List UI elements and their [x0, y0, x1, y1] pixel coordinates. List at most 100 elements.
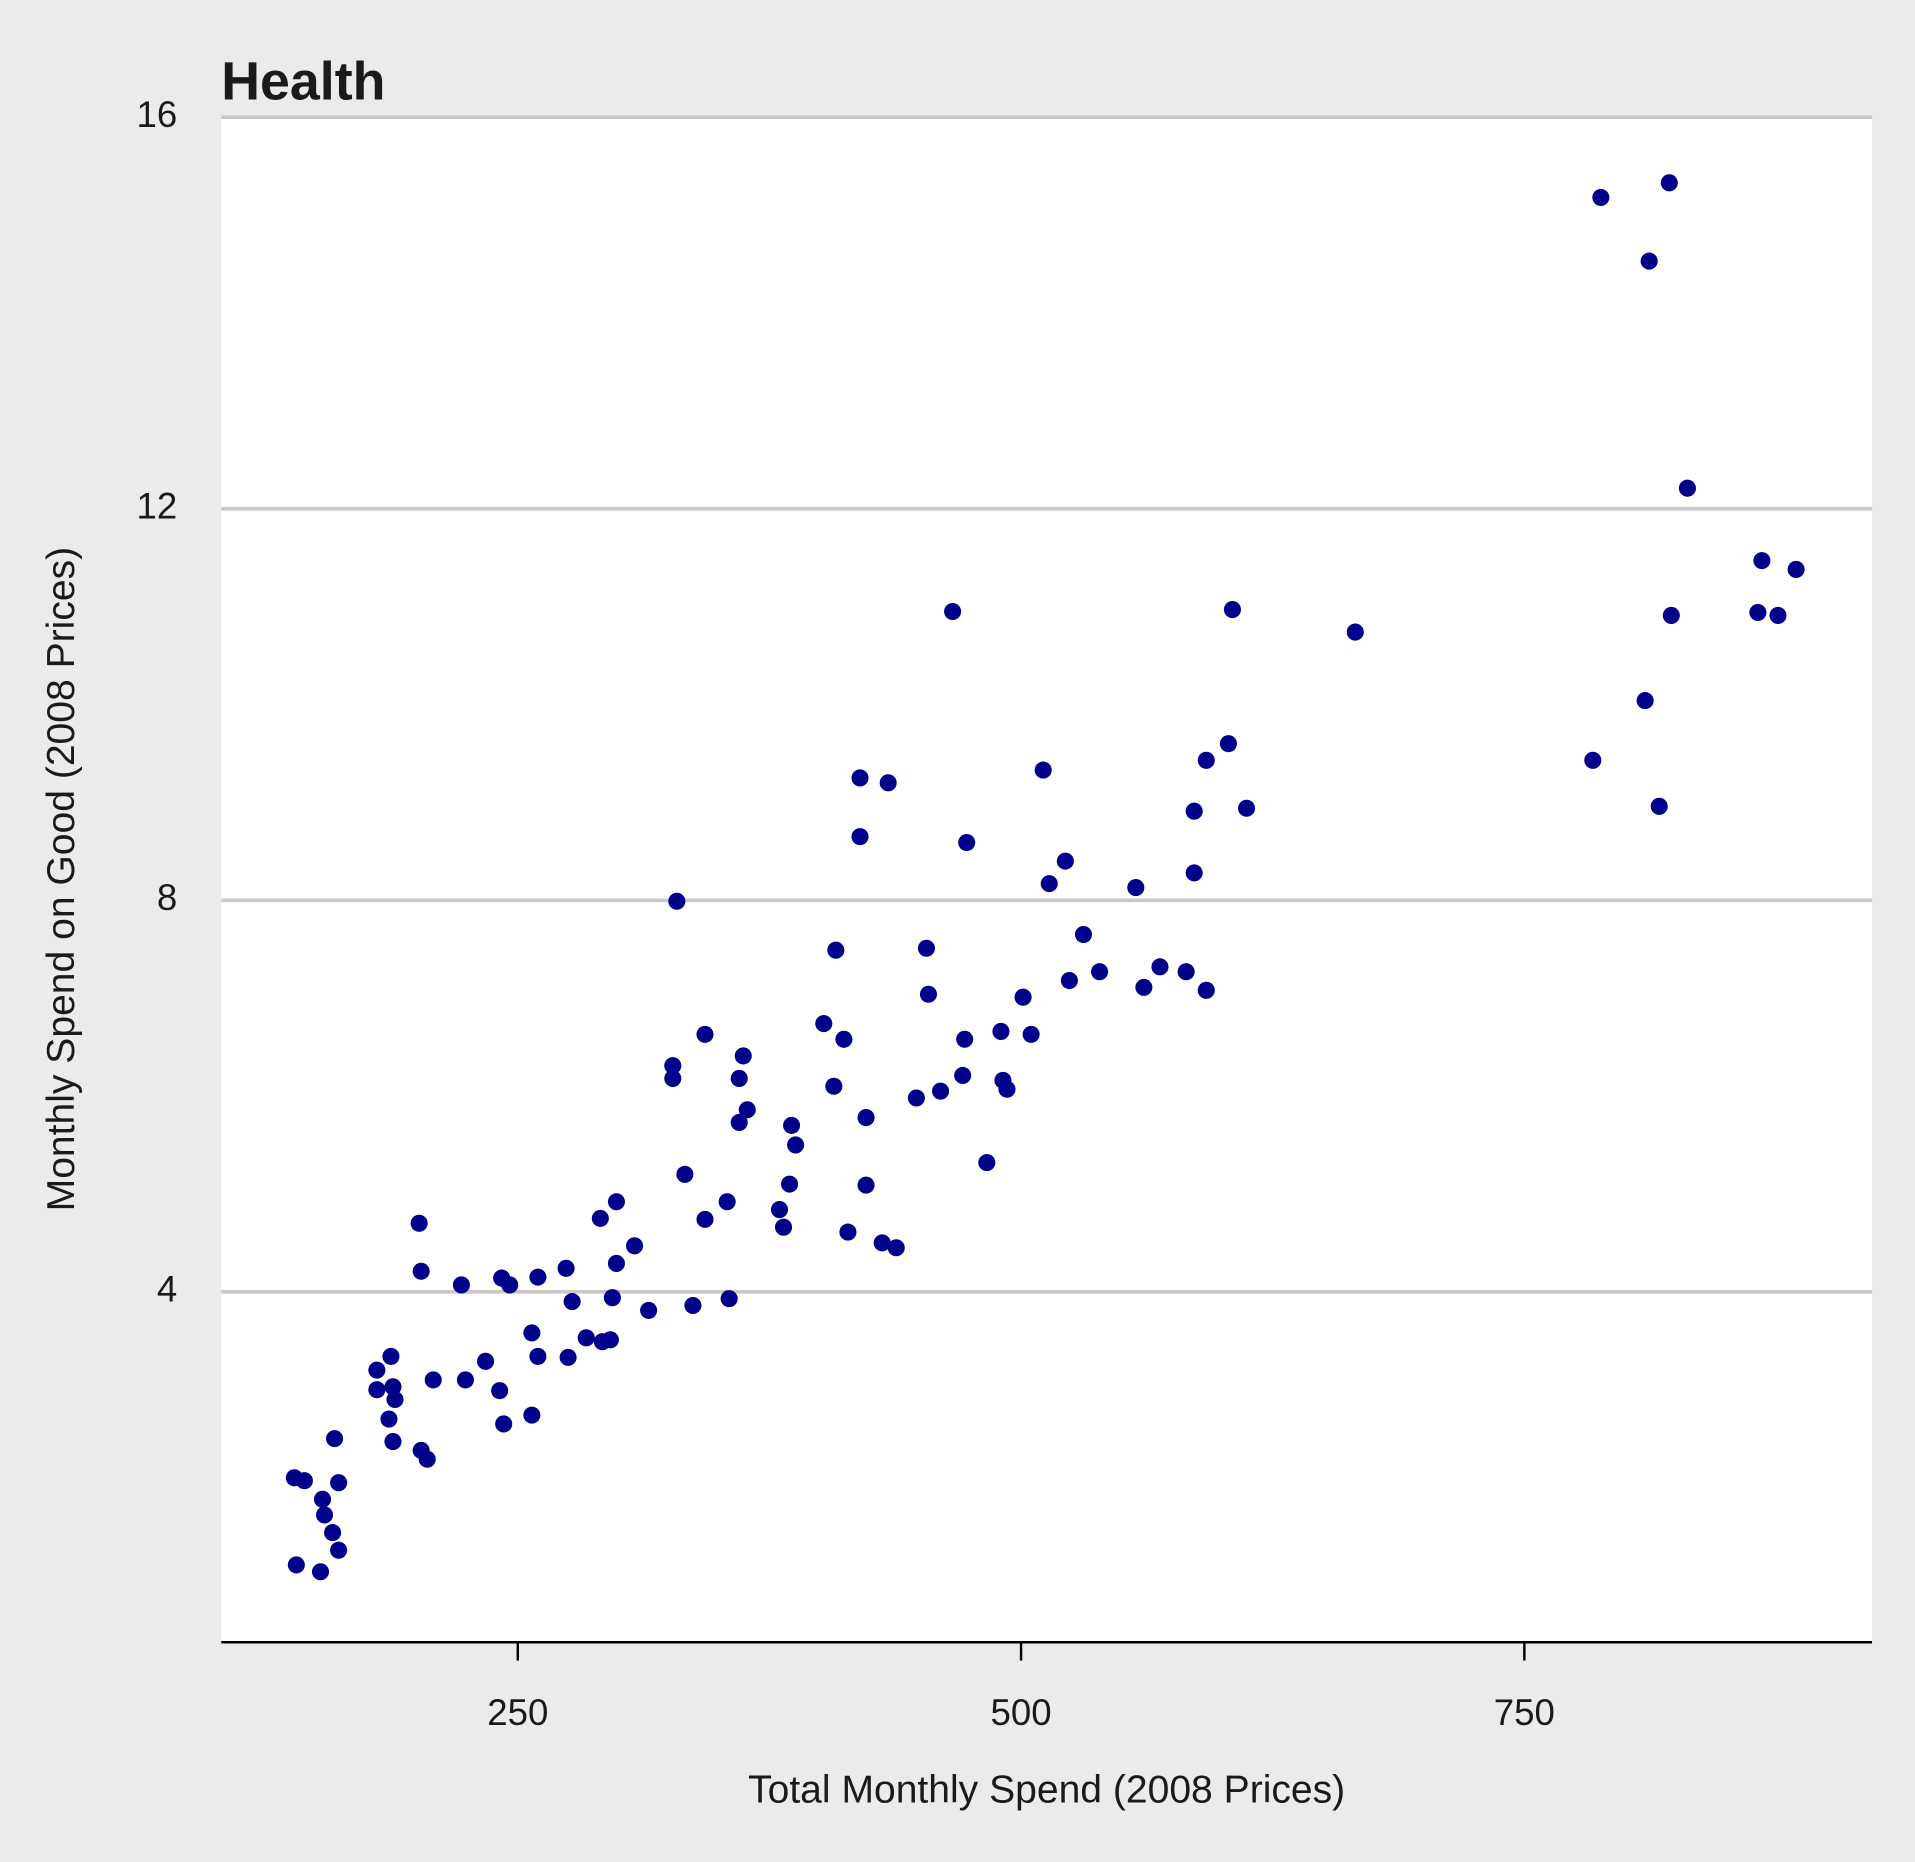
point	[873, 1234, 891, 1252]
point	[664, 1069, 682, 1087]
point	[738, 1101, 756, 1119]
point	[815, 1015, 833, 1033]
point	[625, 1237, 644, 1255]
point	[851, 769, 869, 787]
point	[324, 1524, 342, 1542]
point	[384, 1378, 402, 1396]
point	[523, 1406, 541, 1424]
point	[382, 1347, 400, 1365]
point	[559, 1348, 577, 1366]
point	[887, 1239, 905, 1257]
point	[1014, 988, 1032, 1006]
point	[491, 1382, 509, 1400]
point	[410, 1214, 428, 1232]
point	[311, 1563, 330, 1581]
point	[384, 1433, 402, 1451]
point	[477, 1352, 495, 1370]
point	[1177, 963, 1195, 981]
point	[1056, 852, 1074, 870]
point	[992, 1022, 1010, 1040]
point	[412, 1262, 430, 1280]
point	[1022, 1025, 1040, 1043]
y-tick-label: 16	[137, 94, 178, 135]
point	[1640, 252, 1658, 270]
point	[696, 1025, 714, 1043]
point	[730, 1069, 748, 1087]
point	[781, 1175, 799, 1193]
x-tick-label: 750	[1494, 1692, 1555, 1733]
point	[1678, 479, 1696, 497]
point	[287, 1556, 305, 1574]
point	[1185, 864, 1203, 882]
point	[857, 1176, 875, 1194]
point	[774, 1218, 793, 1236]
point	[787, 1136, 805, 1154]
point	[835, 1030, 853, 1048]
point	[330, 1541, 348, 1559]
point	[825, 1077, 843, 1095]
point	[879, 774, 897, 792]
point	[1127, 879, 1145, 897]
point	[591, 1209, 609, 1227]
point	[1346, 623, 1364, 641]
point	[640, 1301, 658, 1319]
point	[770, 1201, 789, 1219]
point	[676, 1165, 694, 1183]
point	[607, 1193, 625, 1211]
point	[1237, 799, 1256, 817]
point	[1034, 761, 1052, 779]
point	[857, 1109, 875, 1127]
point	[917, 939, 935, 957]
point	[827, 941, 845, 959]
point	[1151, 958, 1169, 976]
point	[452, 1276, 470, 1294]
point	[919, 985, 938, 1003]
point	[668, 892, 686, 910]
point	[1060, 971, 1078, 990]
point	[1135, 978, 1153, 996]
point	[1223, 601, 1241, 619]
point	[1040, 875, 1058, 893]
point	[418, 1450, 436, 1468]
point	[330, 1474, 348, 1492]
point	[1219, 735, 1237, 753]
point	[368, 1361, 386, 1379]
y-axis-label: Monthly Spend on Good (2008 Prices)	[40, 547, 83, 1211]
point	[1584, 751, 1602, 769]
point	[1753, 552, 1771, 570]
point	[958, 833, 976, 852]
point	[907, 1089, 925, 1107]
point	[603, 1289, 621, 1307]
point	[720, 1290, 738, 1308]
point	[557, 1259, 575, 1277]
point	[529, 1347, 547, 1365]
point	[944, 602, 962, 621]
point	[313, 1490, 332, 1508]
x-axis-label: Total Monthly Spend (2008 Prices)	[748, 1769, 1345, 1812]
y-tick-label: 4	[157, 1268, 177, 1309]
point	[684, 1296, 702, 1315]
point	[696, 1210, 714, 1228]
point	[1660, 174, 1678, 192]
point	[783, 1116, 801, 1134]
point	[593, 1333, 611, 1351]
point	[730, 1113, 748, 1132]
point	[1091, 963, 1109, 981]
point	[1636, 692, 1654, 710]
point	[718, 1193, 736, 1211]
y-tick-label: 8	[157, 877, 177, 918]
chart-title: Health	[221, 52, 385, 112]
point	[315, 1506, 334, 1524]
point	[839, 1223, 857, 1241]
point	[563, 1293, 581, 1311]
point	[495, 1415, 513, 1433]
point	[380, 1410, 398, 1428]
point	[1074, 925, 1093, 944]
point	[956, 1030, 974, 1048]
x-tick-label: 500	[991, 1692, 1052, 1733]
point	[1592, 188, 1610, 207]
point	[523, 1324, 541, 1342]
y-tick-label: 12	[137, 485, 178, 526]
